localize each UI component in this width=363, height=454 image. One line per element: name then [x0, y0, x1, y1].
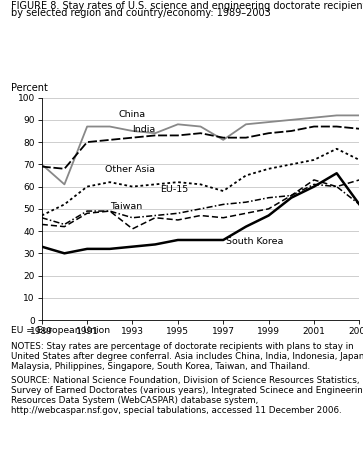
Text: EU-15: EU-15	[160, 185, 188, 194]
Text: Survey of Earned Doctorates (various years), Integrated Scinece and Engineering: Survey of Earned Doctorates (various yea…	[11, 386, 363, 395]
Text: EU = European Union: EU = European Union	[11, 326, 110, 335]
Text: http://webcaspar.nsf.gov, special tabulations, accessed 11 December 2006.: http://webcaspar.nsf.gov, special tabula…	[11, 406, 342, 415]
Text: South Korea: South Korea	[225, 237, 283, 246]
Text: SOURCE: National Science Foundation, Division of Science Resources Statistics,: SOURCE: National Science Foundation, Div…	[11, 376, 359, 385]
Text: FIGURE 8. Stay rates of U.S. science and engineering doctorate recipients,: FIGURE 8. Stay rates of U.S. science and…	[11, 1, 363, 11]
Text: United States after degree conferral. Asia includes China, India, Indonesia, Jap: United States after degree conferral. As…	[11, 352, 363, 361]
Text: India: India	[132, 125, 156, 134]
Text: Other Asia: Other Asia	[105, 165, 155, 174]
Text: Malaysia, Philippines, Singapore, South Korea, Taiwan, and Thailand.: Malaysia, Philippines, Singapore, South …	[11, 362, 310, 371]
Text: China: China	[119, 110, 146, 119]
Text: by selected region and country/economy: 1989–2003: by selected region and country/economy: …	[11, 8, 271, 18]
Text: Percent: Percent	[11, 83, 48, 93]
Text: Taiwan: Taiwan	[110, 202, 142, 211]
Text: Resources Data System (WebCASPAR) database system,: Resources Data System (WebCASPAR) databa…	[11, 396, 258, 405]
Text: NOTES: Stay rates are percentage of doctorate recipients with plans to stay in: NOTES: Stay rates are percentage of doct…	[11, 342, 354, 351]
